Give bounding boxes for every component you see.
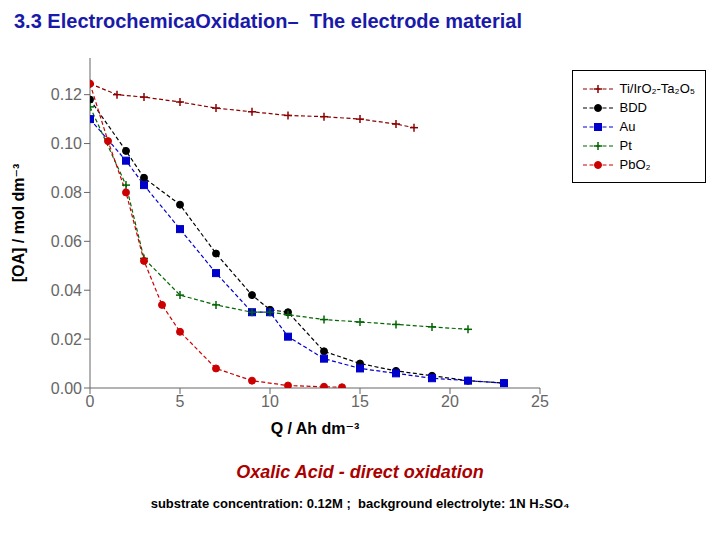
svg-text:[OA] / mol dm⁻³: [OA] / mol dm⁻³ [10,164,27,283]
html-text:PbO₂: PbO₂ [619,157,651,172]
svg-text:25: 25 [531,393,549,410]
svg-text:0.00: 0.00 [51,380,82,397]
svg-text:0.12: 0.12 [51,86,82,103]
svg-text:0.02: 0.02 [51,331,82,348]
svg-text:20: 20 [441,393,459,410]
svg-text:0: 0 [86,393,95,410]
html-text:substrate concentration: 0.12M: substrate concentration: 0.12M ; backgro… [150,496,570,511]
html-text:Pt: Pt [619,138,632,153]
html-text:3.3 ElectrochemicaOxidation– T: 3.3 ElectrochemicaOxidation– The electro… [14,10,522,32]
html-text:BDD: BDD [619,100,647,115]
html-text:Ti/IrO₂-Ta₂O₅: Ti/IrO₂-Ta₂O₅ [619,81,695,96]
svg-text:0.04: 0.04 [51,282,82,299]
svg-text:0.10: 0.10 [51,135,82,152]
svg-text:Q / Ah dm⁻³: Q / Ah dm⁻³ [271,420,360,437]
html-text:Oxalic Acid - direct oxidation: Oxalic Acid - direct oxidation [236,462,484,482]
svg-text:0.08: 0.08 [51,184,82,201]
svg-text:0.06: 0.06 [51,233,82,250]
svg-text:5: 5 [176,393,185,410]
html-text:Au: Au [619,119,636,134]
svg-text:10: 10 [261,393,279,410]
svg-text:15: 15 [351,393,369,410]
